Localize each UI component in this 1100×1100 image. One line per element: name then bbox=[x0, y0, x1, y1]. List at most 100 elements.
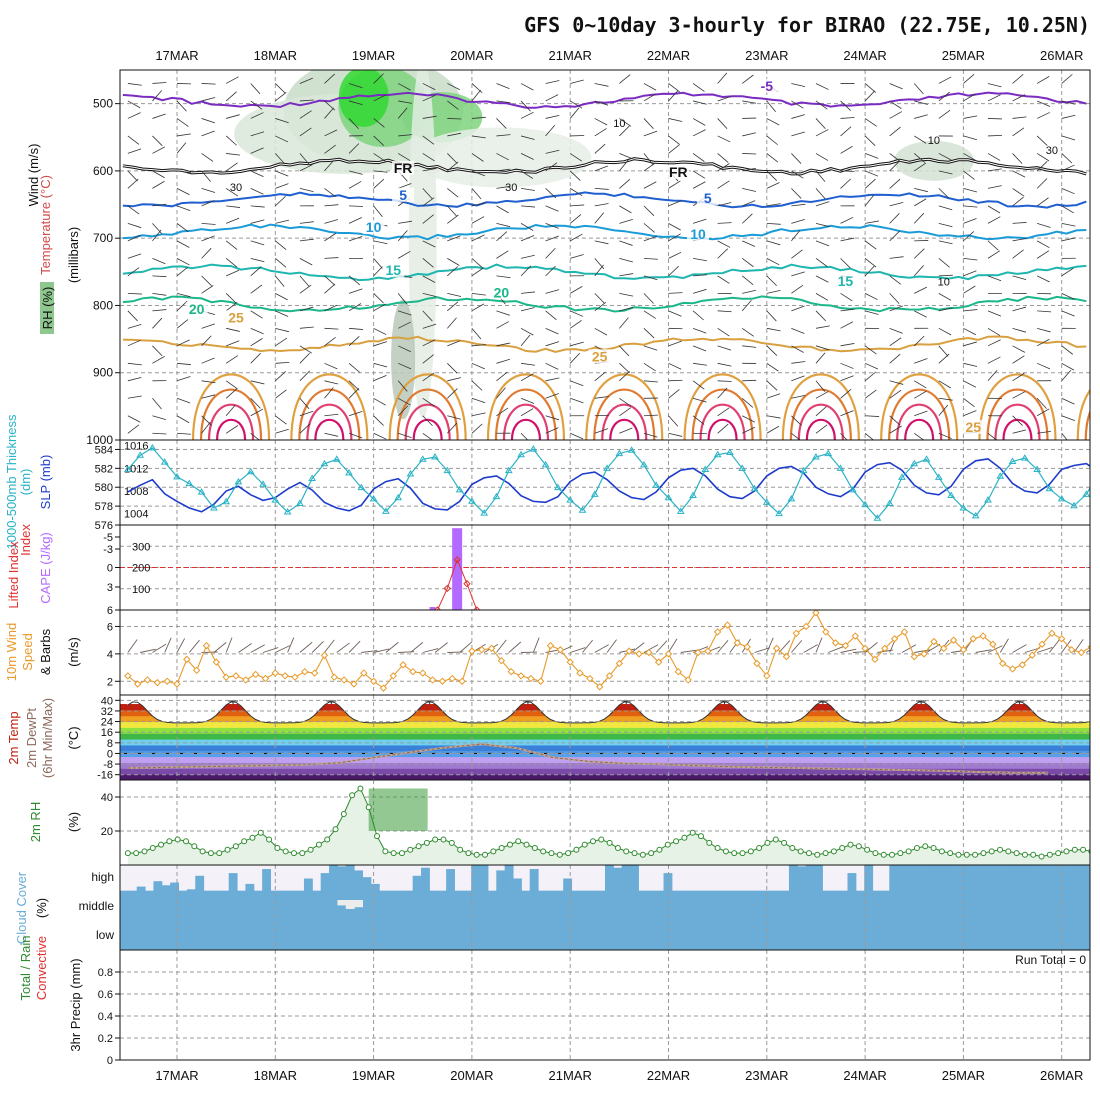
wind-barb bbox=[373, 397, 386, 406]
wind-barb bbox=[422, 397, 435, 407]
wind-barb bbox=[619, 153, 633, 160]
wind-barb bbox=[889, 230, 900, 242]
label-bg bbox=[588, 349, 611, 364]
wind-barb bbox=[643, 83, 657, 91]
wind-barb bbox=[226, 340, 240, 347]
wind-barb bbox=[692, 345, 707, 352]
high-cloud-bar bbox=[931, 865, 940, 892]
high-cloud-bar bbox=[421, 867, 430, 892]
slp-tick-label: 1004 bbox=[124, 509, 148, 521]
wind-barb bbox=[693, 432, 708, 435]
wind-barb bbox=[373, 94, 387, 102]
wind-barb bbox=[643, 328, 655, 339]
tick-label: 578 bbox=[95, 501, 113, 513]
wind-barb bbox=[127, 323, 142, 329]
rh-point bbox=[681, 834, 688, 841]
slp-point bbox=[234, 477, 243, 485]
high-cloud-bar bbox=[671, 890, 681, 892]
wind-barb bbox=[545, 223, 559, 229]
wind-barb bbox=[176, 415, 190, 424]
wind-barb bbox=[1012, 116, 1027, 119]
wind-barb bbox=[373, 178, 385, 189]
surface-wind-barb bbox=[127, 639, 138, 653]
wind-barb bbox=[324, 432, 339, 437]
wind-barb bbox=[422, 275, 436, 283]
wind-barb bbox=[127, 178, 139, 189]
wind-barb bbox=[766, 100, 776, 113]
rh-peak-fill bbox=[368, 788, 428, 831]
surface-isotherm bbox=[978, 373, 1057, 440]
wind-barb bbox=[471, 135, 486, 139]
surface-isotherm bbox=[904, 418, 935, 440]
wind-barb bbox=[299, 326, 314, 329]
thickness-line bbox=[127, 458, 1090, 513]
wind-barb bbox=[373, 327, 387, 335]
wind-barb bbox=[643, 93, 657, 102]
wind-barb bbox=[471, 216, 485, 224]
wind-barb bbox=[938, 76, 952, 84]
slp-point bbox=[406, 470, 415, 477]
wind-speed-point bbox=[910, 652, 918, 661]
contour-label: -5 bbox=[761, 78, 774, 94]
wind-barb bbox=[250, 131, 265, 137]
wind-speed-point bbox=[900, 628, 909, 636]
wind-barb bbox=[348, 432, 363, 439]
temp-color-band bbox=[120, 744, 1090, 752]
wind-barb bbox=[840, 308, 855, 312]
wind-barb bbox=[791, 375, 805, 382]
high-cloud-bar bbox=[788, 865, 798, 892]
wind-barb bbox=[1036, 76, 1050, 84]
surface-isotherm bbox=[298, 388, 361, 440]
series-layer bbox=[123, 443, 1090, 521]
high-cloud-bar bbox=[897, 865, 907, 892]
wind-barb bbox=[963, 218, 977, 224]
wind-barb bbox=[864, 135, 876, 146]
date-label: 19MAR bbox=[352, 48, 395, 63]
wind-barb bbox=[766, 327, 781, 332]
slp-point bbox=[173, 472, 181, 480]
wind-barb bbox=[1061, 267, 1074, 277]
wind-barb bbox=[226, 217, 240, 224]
wind-barb bbox=[496, 407, 509, 417]
rh-point bbox=[656, 846, 663, 853]
wind-barb bbox=[1036, 153, 1050, 162]
wind-speed-point bbox=[625, 647, 633, 655]
wind-barb bbox=[127, 100, 141, 109]
wind-barb bbox=[668, 135, 680, 145]
wind-barb bbox=[594, 188, 609, 190]
wind-speed-point bbox=[507, 667, 515, 676]
wind-speed-point bbox=[851, 632, 859, 640]
wind-speed-point bbox=[694, 648, 702, 657]
wind-barb bbox=[422, 323, 437, 329]
wind-barb bbox=[815, 100, 828, 110]
wind-barb bbox=[938, 205, 953, 211]
slp-point bbox=[885, 499, 894, 506]
wind-barb bbox=[889, 380, 904, 385]
wind-barb bbox=[1061, 433, 1068, 440]
wind-barb bbox=[152, 356, 165, 364]
surface-wind-barb bbox=[262, 647, 279, 653]
wind-barb bbox=[889, 353, 901, 364]
wind-barb bbox=[1061, 114, 1076, 119]
slp-point bbox=[775, 509, 783, 517]
wind-barb bbox=[299, 258, 313, 266]
high-cloud-bar bbox=[621, 865, 631, 892]
wind-barb bbox=[521, 205, 536, 208]
surface-wind-barb bbox=[778, 640, 791, 653]
wind-barb bbox=[225, 76, 239, 84]
high-cloud-bar bbox=[437, 890, 447, 892]
wind-barb bbox=[791, 218, 805, 224]
temp-line bbox=[127, 701, 1090, 724]
wind-barb bbox=[422, 415, 433, 427]
high-cloud-bar bbox=[972, 865, 982, 892]
surface-wind-barb bbox=[1036, 647, 1053, 653]
wind-speed-point bbox=[1057, 635, 1066, 643]
tick-label: 32 bbox=[101, 706, 113, 718]
high-cloud-bar bbox=[354, 870, 363, 892]
wind-barb bbox=[250, 398, 261, 409]
high-cloud-bar bbox=[1014, 865, 1024, 892]
wind-barb bbox=[127, 415, 141, 423]
wind-barb bbox=[1012, 372, 1025, 382]
wind-barb bbox=[864, 153, 879, 159]
wind-barb bbox=[987, 134, 1002, 137]
